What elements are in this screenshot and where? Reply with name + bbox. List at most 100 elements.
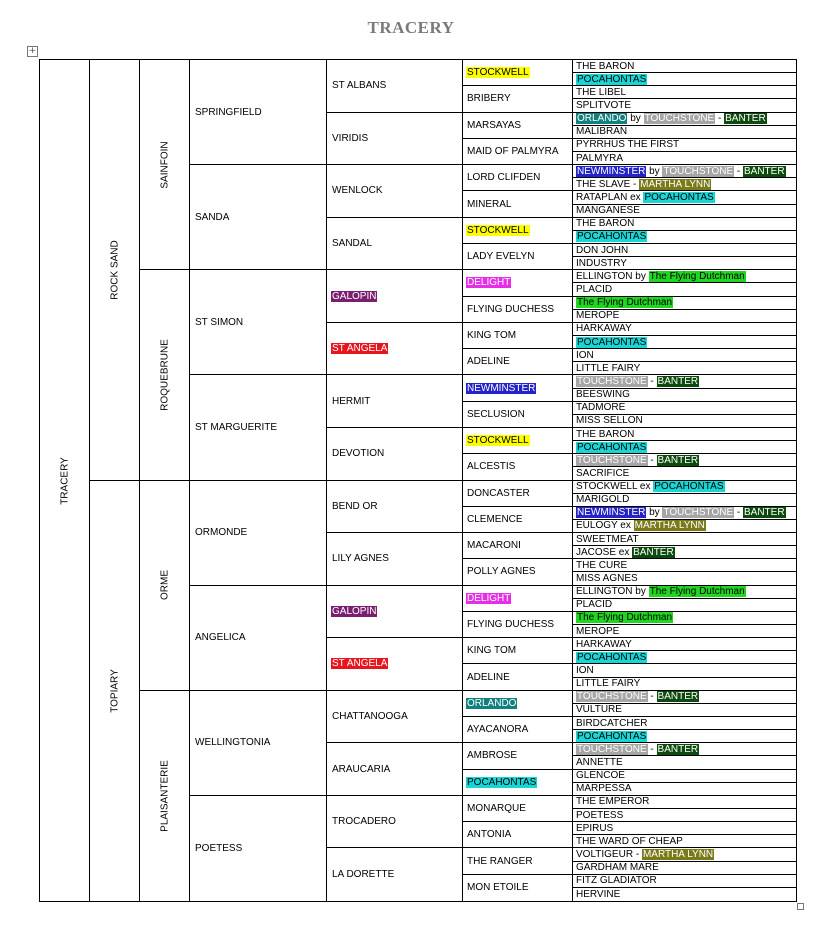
pedigree-cell-gen4: HERMIT: [327, 375, 463, 428]
horse-name: MAID OF PALMYRA: [467, 145, 559, 157]
pedigree-cell-gen5: SECLUSION: [463, 401, 573, 428]
pedigree-cell-gen6: The Flying Dutchman: [573, 297, 797, 310]
pedigree-cell-gen6: ION: [573, 664, 797, 678]
pedigree-cell-gen5: FLYING DUCHESS: [463, 611, 573, 639]
pedigree-cell-gen3: ST MARGUERITE: [190, 375, 327, 481]
pedigree-cell-gen3: POETESS: [190, 795, 327, 901]
horse-name: THE RANGER: [467, 855, 533, 867]
highlighted-horse-name: TOUCHSTONE: [662, 165, 735, 177]
horse-name: ST ANGELA: [331, 343, 389, 355]
horse-name: STOCKWELL: [466, 67, 530, 79]
table-move-handle-icon[interactable]: +: [27, 46, 38, 57]
pedigree-text: THE CURE: [576, 559, 628, 571]
horse-name: SPRINGFIELD: [195, 106, 262, 118]
pedigree-text: INDUSTRY: [576, 257, 627, 269]
pedigree-text: EULOGY ex: [576, 520, 634, 532]
pedigree-cell-gen6: BEESWING: [573, 389, 797, 402]
pedigree-text: BIRDCATCHER: [576, 717, 648, 729]
pedigree-cell-gen5: MARSAYAS: [463, 112, 573, 139]
pedigree-cell-gen6: PYRRHUS THE FIRST: [573, 139, 797, 152]
pedigree-text: by: [646, 507, 663, 519]
pedigree-text: FITZ GLADIATOR: [576, 875, 657, 887]
horse-name: TROCADERO: [332, 816, 396, 828]
pedigree-cell-gen6: THE WARD OF CHEAP: [573, 835, 797, 849]
pedigree-cell-gen5: KING TOM: [463, 322, 573, 350]
highlighted-horse-name: NEWMINSTER: [576, 165, 647, 177]
pedigree-cell-gen6: VULTURE: [573, 704, 797, 718]
pedigree-cell-gen6: PALMYRA: [573, 152, 797, 166]
pedigree-text: PALMYRA: [576, 152, 624, 164]
highlighted-horse-name: POCAHONTAS: [576, 441, 648, 453]
horse-name: POCAHONTAS: [466, 776, 538, 788]
horse-name: LA DORETTE: [332, 869, 395, 881]
pedigree-text: JACOSE ex: [576, 546, 633, 558]
pedigree-cell-gen5: DELIGHT: [463, 585, 573, 612]
highlighted-horse-name: TOUCHSTONE: [576, 743, 648, 755]
pedigree-text: LITTLE FAIRY: [576, 362, 641, 374]
pedigree-text: SACRIFICE: [576, 467, 630, 479]
pedigree-cell-gen6: INDUSTRY: [573, 257, 797, 271]
highlighted-horse-name: BANTER: [743, 507, 786, 519]
pedigree-cell-gen5: MINERAL: [463, 191, 573, 218]
pedigree-cell-gen6: MEROPE: [573, 310, 797, 323]
horse-name: ARAUCARIA: [332, 763, 391, 775]
pedigree-text: ION: [576, 665, 594, 677]
pedigree-text: HARKAWAY: [576, 638, 632, 650]
pedigree-text: by: [646, 165, 663, 177]
pedigree-cell-gen6: ELLINGTON by The Flying Dutchman: [573, 586, 797, 599]
horse-name: HERMIT: [332, 395, 371, 407]
pedigree-cell-gen5: DELIGHT: [463, 270, 573, 297]
pedigree-cell-gen6: LITTLE FAIRY: [573, 362, 797, 376]
pedigree-cell-gen5: NEWMINSTER: [463, 375, 573, 402]
horse-name: WELLINGTONIA: [195, 737, 271, 749]
horse-name: LADY EVELYN: [467, 251, 535, 263]
horse-name: POETESS: [195, 842, 243, 854]
horse-name: ORMONDE: [195, 527, 248, 539]
highlighted-horse-name: POCAHONTAS: [653, 481, 725, 493]
horse-name: BRIBERY: [467, 93, 511, 105]
highlighted-horse-name: BANTER: [656, 691, 700, 703]
highlighted-horse-name: The Flying Dutchman: [576, 297, 674, 309]
pedigree-cell-gen6: EPIRUS: [573, 822, 797, 836]
pedigree-cell-gen6: MANGANESE: [573, 205, 797, 218]
pedigree-cell-gen2: ORME: [140, 480, 190, 691]
document-title: TRACERY: [367, 18, 455, 37]
horse-name: SECLUSION: [467, 408, 525, 420]
pedigree-cell-gen4: LA DORETTE: [327, 848, 463, 901]
pedigree-text: SWEETMEAT: [576, 533, 639, 545]
highlighted-horse-name: POCAHONTAS: [576, 651, 648, 663]
highlighted-horse-name: TOUCHSTONE: [576, 691, 648, 703]
pedigree-cell-gen6: RATAPLAN ex POCAHONTAS: [573, 191, 797, 205]
pedigree-cell-gen6: POCAHONTAS: [573, 441, 797, 455]
highlighted-horse-name: BANTER: [632, 546, 675, 558]
pedigree-cell-gen6: HERVINE: [573, 888, 797, 901]
pedigree-cell-gen6: POCAHONTAS: [573, 730, 797, 744]
horse-name: PLAISANTERIE: [159, 760, 170, 832]
pedigree-cell-gen5: POCAHONTAS: [463, 769, 573, 796]
horse-name: WENLOCK: [332, 185, 383, 197]
highlighted-horse-name: MARTHA LYNN: [641, 849, 715, 860]
pedigree-cell-gen6: NEWMINSTER by TOUCHSTONE - BANTER: [573, 165, 797, 179]
pedigree-cell-gen4: ST ALBANS: [327, 60, 463, 113]
horse-name: MARSAYAS: [467, 119, 522, 131]
pedigree-cell-gen6: SACRIFICE: [573, 467, 797, 481]
pedigree-cell-gen5: BRIBERY: [463, 86, 573, 113]
pedigree-cell-gen6: TADMORE: [573, 402, 797, 415]
pedigree-text: -: [715, 113, 725, 125]
pedigree-cell-gen6: MISS SELLON: [573, 415, 797, 428]
horse-name: AYACANORA: [467, 724, 529, 736]
horse-name: ST ALBANS: [332, 80, 387, 92]
pedigree-cell-gen5: ADELINE: [463, 349, 573, 376]
horse-name: ADELINE: [467, 671, 510, 683]
pedigree-cell-gen6: POETESS: [573, 809, 797, 823]
pedigree-cell-gen6: EULOGY ex MARTHA LYNN: [573, 520, 797, 534]
pedigree-text: TADMORE: [576, 402, 626, 414]
pedigree-text: SPLITVOTE: [576, 99, 632, 111]
pedigree-cell-gen5: MAID OF PALMYRA: [463, 138, 573, 166]
pedigree-text: -: [647, 743, 657, 755]
pedigree-cell-gen3: ANGELICA: [190, 585, 327, 691]
pedigree-text: PLACID: [576, 599, 613, 611]
pedigree-cell-gen5: KING TOM: [463, 638, 573, 665]
pedigree-text: -: [734, 507, 743, 519]
table-resize-handle-icon[interactable]: [797, 903, 804, 910]
